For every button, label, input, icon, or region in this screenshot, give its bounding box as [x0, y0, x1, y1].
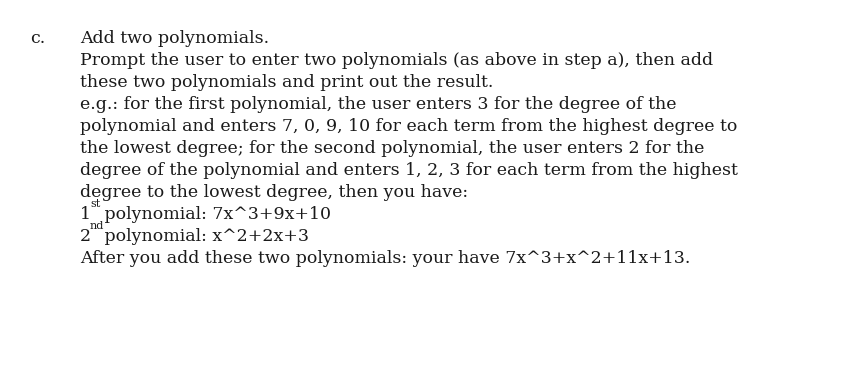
Text: After you add these two polynomials: your have 7x^3+x^2+11x+13.: After you add these two polynomials: you… — [80, 250, 691, 267]
Text: Prompt the user to enter two polynomials (as above in step a), then add: Prompt the user to enter two polynomials… — [80, 52, 713, 69]
Text: degree of the polynomial and enters 1, 2, 3 for each term from the highest: degree of the polynomial and enters 1, 2… — [80, 162, 738, 179]
Text: Add two polynomials.: Add two polynomials. — [80, 30, 269, 47]
Text: polynomial: x^2+2x+3: polynomial: x^2+2x+3 — [99, 228, 309, 245]
Text: nd: nd — [90, 221, 105, 231]
Text: the lowest degree; for the second polynomial, the user enters 2 for the: the lowest degree; for the second polyno… — [80, 140, 704, 157]
Text: st: st — [90, 199, 101, 209]
Text: degree to the lowest degree, then you have:: degree to the lowest degree, then you ha… — [80, 184, 468, 201]
Text: e.g.: for the first polynomial, the user enters 3 for the degree of the: e.g.: for the first polynomial, the user… — [80, 96, 677, 113]
Text: polynomial and enters 7, 0, 9, 10 for each term from the highest degree to: polynomial and enters 7, 0, 9, 10 for ea… — [80, 118, 737, 135]
Text: c.: c. — [30, 30, 46, 47]
Text: 2: 2 — [80, 228, 91, 245]
Text: these two polynomials and print out the result.: these two polynomials and print out the … — [80, 74, 493, 91]
Text: 1: 1 — [80, 206, 91, 223]
Text: polynomial: 7x^3+9x+10: polynomial: 7x^3+9x+10 — [99, 206, 331, 223]
